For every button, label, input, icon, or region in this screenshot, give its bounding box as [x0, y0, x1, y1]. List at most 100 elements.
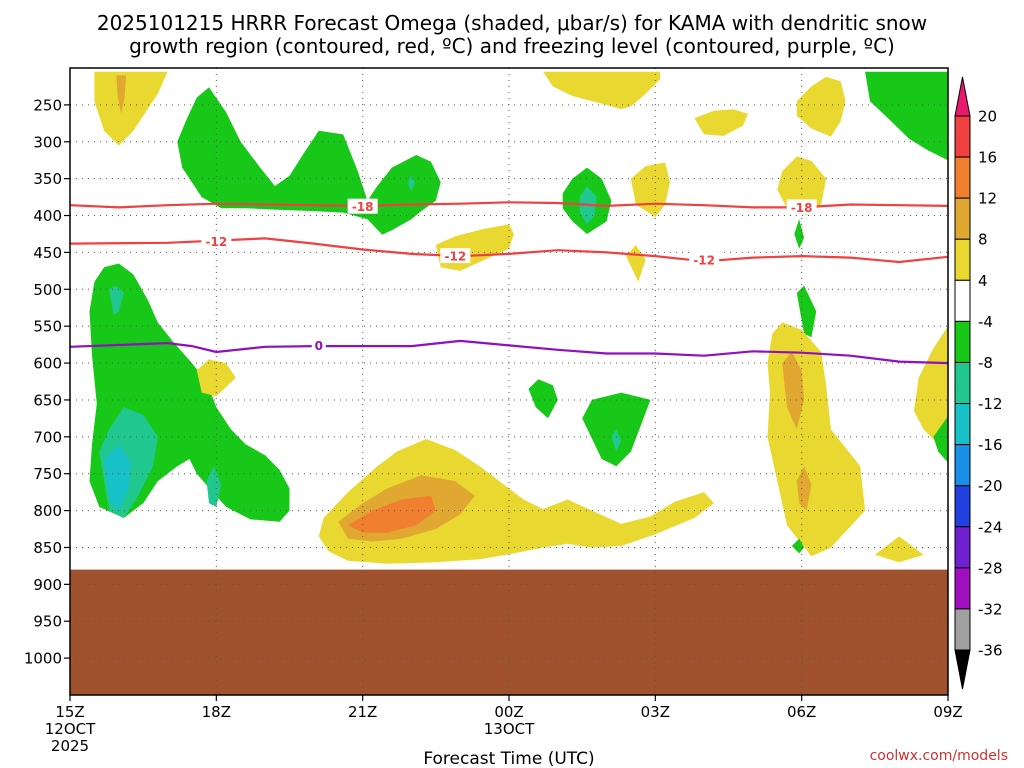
y-tick-label-550: 550: [33, 318, 62, 336]
y-tick-label-650: 650: [33, 391, 62, 409]
colorbar-box-7: [954, 403, 971, 446]
x-tick-label-0-2: 2025: [51, 737, 89, 755]
colorbar-label-6: -8: [978, 354, 993, 372]
colorbar-label-3: 8: [978, 231, 988, 249]
x-tick-label-3-0: 18Z: [202, 703, 231, 721]
axes: 250 300 350 400 450 500 550 600 650 700 750 800 850 9…: [24, 67, 963, 755]
omega-region-orange-lower-right-2: [796, 466, 812, 511]
omega-region-yellow-lower-right: [767, 322, 866, 557]
y-tick-label-750: 750: [33, 465, 62, 483]
contour-label-4: -18: [791, 201, 813, 215]
x-tick-label-9-1: 13OCT: [484, 720, 535, 738]
colorbar-top-triangle: [954, 76, 971, 117]
colorbar-box-4: [954, 279, 971, 322]
plot-inner: -18 -12 -12 -12 -18 0: [70, 68, 948, 695]
colorbar-box-8: [954, 444, 971, 487]
omega-region-green-top-right: [865, 71, 948, 161]
contour-minus12-line: [70, 237, 948, 264]
x-tick-label-0-1: 12OCT: [45, 720, 96, 738]
y-tick-label-300: 300: [33, 133, 62, 151]
colorbar-label-9: -20: [978, 477, 1003, 495]
y-tick-label-950: 950: [33, 613, 62, 631]
x-tick-label-18-0: 09Z: [933, 703, 962, 721]
colorbar-label-0: 20: [978, 108, 997, 126]
contour-label-0: -18: [352, 200, 374, 214]
x-tick-label-15-0: 06Z: [787, 703, 816, 721]
omega-region-yellow-top-left: [94, 71, 168, 146]
omega-region-green-mid-right: [796, 285, 817, 338]
contour-label-1: -12: [205, 235, 227, 249]
colorbar-box-5: [954, 320, 971, 363]
omega-region-yellow-top-mid: [543, 71, 661, 110]
x-tick-label-0-0: 15Z: [55, 703, 84, 721]
colorbar-box-9: [954, 485, 971, 528]
contour-label-2: -12: [445, 250, 467, 264]
omega-region-orange-lower-right-1: [782, 352, 805, 430]
colorbar-box-1: [954, 156, 971, 199]
contour-label-bg-3: [689, 251, 720, 267]
x-axis-title: Forecast Time (UTC): [423, 749, 594, 768]
colorbar-label-11: -28: [978, 559, 1003, 577]
omega-region-yellow-small-450: [626, 245, 646, 282]
colorbar-box-10: [954, 526, 971, 569]
colorbar-label-2: 12: [978, 190, 997, 208]
contour-label-3: -12: [693, 253, 715, 267]
omega-region-teal-upper-small: [408, 175, 415, 192]
colorbar-label-4: 4: [978, 272, 988, 290]
colorbar-label-5: -4: [978, 313, 993, 331]
omega-region-yellow-top-right: [796, 76, 846, 137]
chart-title-line-1: 2025101215 HRRR Forecast Omega (shaded, …: [97, 11, 927, 35]
colorbar-label-1: 16: [978, 149, 997, 167]
colorbar-box-11: [954, 567, 971, 610]
y-tick-label-700: 700: [33, 428, 62, 446]
contour-label-bg-5: [311, 337, 326, 353]
omega-region-green-right-edge: [933, 416, 948, 463]
y-tick-label-900: 900: [33, 576, 62, 594]
omega-region-yellow-bottom-right: [874, 536, 924, 563]
y-tick-label-800: 800: [33, 502, 62, 520]
omega-region-orange-lower-band-inner: [348, 495, 436, 533]
omega-region-green-tiny-right: [794, 219, 805, 249]
plot-area: -18 -12 -12 -12 -18 0: [70, 68, 948, 695]
omega-region-orange-top-left: [116, 75, 127, 114]
omega-region-green-small-650: [528, 379, 558, 419]
colorbar-box-12: [954, 608, 971, 651]
contour-label-5: 0: [315, 339, 323, 353]
colorbar-label-10: -24: [978, 518, 1003, 536]
omega-region-cyan-700: [611, 429, 622, 452]
omega-region-green-upper-left: [177, 87, 441, 235]
contour-label-bg-4: [786, 199, 817, 215]
y-tick-label-350: 350: [33, 170, 62, 188]
colorbar-box-0: [954, 115, 971, 158]
x-tick-label-12-0: 03Z: [641, 703, 670, 721]
y-tick-label-600: 600: [33, 355, 62, 373]
colorbar-box-3: [954, 238, 971, 281]
omega-region-yellow-small-left: [196, 359, 236, 397]
y-tick-label-450: 450: [33, 244, 62, 262]
contour-label-bg-2: [440, 248, 471, 264]
omega-region-yellow-top-small: [694, 109, 748, 136]
omega-region-cyan-left-lower: [104, 444, 131, 511]
colorbar-bottom-triangle: [954, 649, 971, 690]
omega-region-yellow-mid-right-small: [630, 162, 670, 217]
contour-freezing-line: [70, 339, 948, 365]
colorbar-label-13: -36: [978, 642, 1003, 660]
omega-region-yellow-mid-450: [435, 224, 514, 271]
omega-region-green-700: [582, 392, 651, 467]
credit-text: coolwx.com/models: [870, 748, 1008, 764]
contour-label-bg-0: [347, 198, 378, 214]
omega-region-green-tiny-bottom: [791, 538, 805, 554]
y-tick-label-500: 500: [33, 281, 62, 299]
y-tick-label-400: 400: [33, 207, 62, 225]
colorbar-label-8: -16: [978, 436, 1003, 454]
colorbar-box-2: [954, 197, 971, 240]
y-tick-label-1000: 1000: [24, 650, 62, 668]
colorbar: 20 16 12 8 4 -4 -8 -12 -16 -20 -24 -28 -32 -36: [954, 76, 1003, 690]
omega-region-teal-small-780: [206, 466, 222, 507]
y-tick-label-250: 250: [33, 96, 62, 114]
omega-region-yellow-right-edge: [913, 326, 948, 452]
colorbar-label-7: -12: [978, 395, 1003, 413]
colorbar-box-6: [954, 361, 971, 405]
x-tick-label-6-0: 21Z: [348, 703, 377, 721]
